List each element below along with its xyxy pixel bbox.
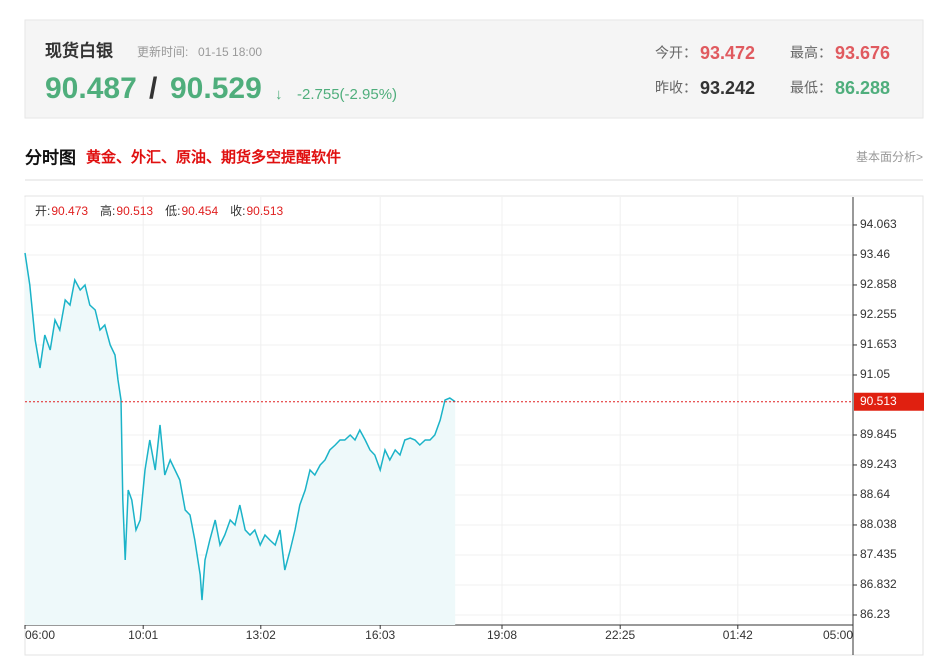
- price-ask: 90.529: [170, 72, 262, 105]
- x-tick-label: 13:02: [246, 628, 276, 642]
- y-tick-label: 91.653: [860, 337, 897, 351]
- stat-label: 昨收：: [655, 80, 697, 96]
- section-title: 分时图: [25, 148, 76, 167]
- y-tick-label: 91.05: [860, 367, 890, 381]
- promo-link[interactable]: 黄金、外汇、原油、期货多空提醒软件: [86, 148, 341, 166]
- quote-title: 现货白银: [45, 40, 114, 60]
- stat-value: 93.472: [700, 43, 755, 63]
- ohlc-label: 收:: [230, 204, 245, 218]
- y-tick-label: 92.255: [860, 307, 897, 321]
- y-tick-label: 89.845: [860, 427, 897, 441]
- y-tick-label: 88.038: [860, 517, 897, 531]
- ohlc-label: 开:: [35, 204, 50, 218]
- stat-label: 最低：: [790, 80, 832, 96]
- y-tick-label: 86.832: [860, 577, 897, 591]
- y-tick-label: 89.243: [860, 457, 897, 471]
- y-tick-label: 88.64: [860, 487, 890, 501]
- ohlc-value: 90.513: [116, 204, 153, 218]
- y-tick-label: 86.23: [860, 607, 890, 621]
- change-arrow: ↓: [275, 86, 283, 103]
- current-label: 90.513: [860, 394, 897, 408]
- ohlc-value: 90.473: [51, 204, 88, 218]
- update-label: 更新时间:: [137, 44, 188, 59]
- stat-label: 今开：: [655, 45, 697, 61]
- price-separator: /: [149, 72, 158, 105]
- quote-box: [24, 19, 924, 119]
- plot: 94.063 93.46 92.858 92.255 91.653 91.05 89.845…: [24, 197, 924, 655]
- stat-value: 93.676: [835, 43, 890, 63]
- stat-value: 86.288: [835, 78, 890, 98]
- current-label-bg: [854, 392, 924, 411]
- update-time: 01-15 18:00: [198, 45, 262, 59]
- x-tick-label: 22:25: [605, 628, 635, 642]
- ohlc-value: 90.513: [246, 204, 283, 218]
- x-tick-label: 10:01: [128, 628, 158, 642]
- price-line: [24, 252, 456, 601]
- ohlc-label: 高:: [100, 203, 115, 218]
- x-tick-label: 16:03: [365, 628, 395, 642]
- y-tick-label: 94.063: [860, 217, 897, 231]
- y-tick-label: 87.435: [860, 547, 897, 561]
- x-tick-label: 06:00: [25, 628, 55, 642]
- ohlc-label: 低:: [165, 204, 180, 218]
- price-bid: 90.487: [45, 72, 137, 105]
- area: [25, 253, 456, 625]
- y-tick-label: 93.46: [860, 247, 890, 261]
- x-tick-label: 01:42: [723, 628, 753, 642]
- y-tick-label: 92.858: [860, 277, 897, 291]
- fundamental-link[interactable]: 基本面分析>: [856, 150, 923, 164]
- x-tick-label: 05:00: [823, 628, 853, 642]
- change: -2.755(-2.95%): [297, 86, 397, 103]
- stat-label: 最高：: [790, 45, 832, 61]
- ohlc-value: 90.454: [181, 204, 218, 218]
- stat-value: 93.242: [700, 78, 755, 98]
- x-tick-label: 19:08: [487, 628, 517, 642]
